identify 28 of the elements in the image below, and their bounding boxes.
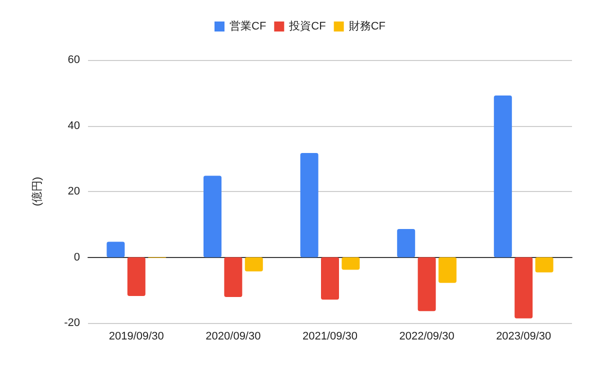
bar [397, 228, 416, 258]
legend-label: 営業CF [230, 20, 266, 32]
legend-label: 投資CF [288, 20, 326, 32]
bar [204, 176, 222, 258]
x-tick-label: 2021/09/30 [302, 330, 358, 342]
bar [224, 257, 242, 298]
bar [321, 257, 339, 300]
bar [418, 257, 436, 312]
bar [342, 257, 360, 270]
y-tick-label: 20 [68, 186, 80, 198]
bar [300, 153, 318, 258]
bar [494, 96, 512, 258]
y-tick-label: 40 [68, 120, 80, 132]
bar [535, 257, 554, 272]
x-tick-label: 2019/09/30 [108, 330, 164, 342]
y-tick-label: 0 [74, 251, 80, 264]
bar [244, 257, 263, 272]
x-tick-label: 2020/09/30 [206, 330, 261, 342]
y-tick-label: 60 [68, 54, 80, 66]
bar [514, 257, 533, 318]
legend-label: 財務CF [348, 20, 386, 32]
x-tick-label: 2023/09/30 [496, 330, 552, 342]
bar [127, 257, 146, 296]
bar [106, 242, 125, 258]
bar [438, 257, 456, 283]
y-tick-label: -20 [64, 317, 80, 329]
y-axis-title: (億円) [30, 176, 44, 206]
x-tick-label: 2022/09/30 [399, 330, 454, 342]
